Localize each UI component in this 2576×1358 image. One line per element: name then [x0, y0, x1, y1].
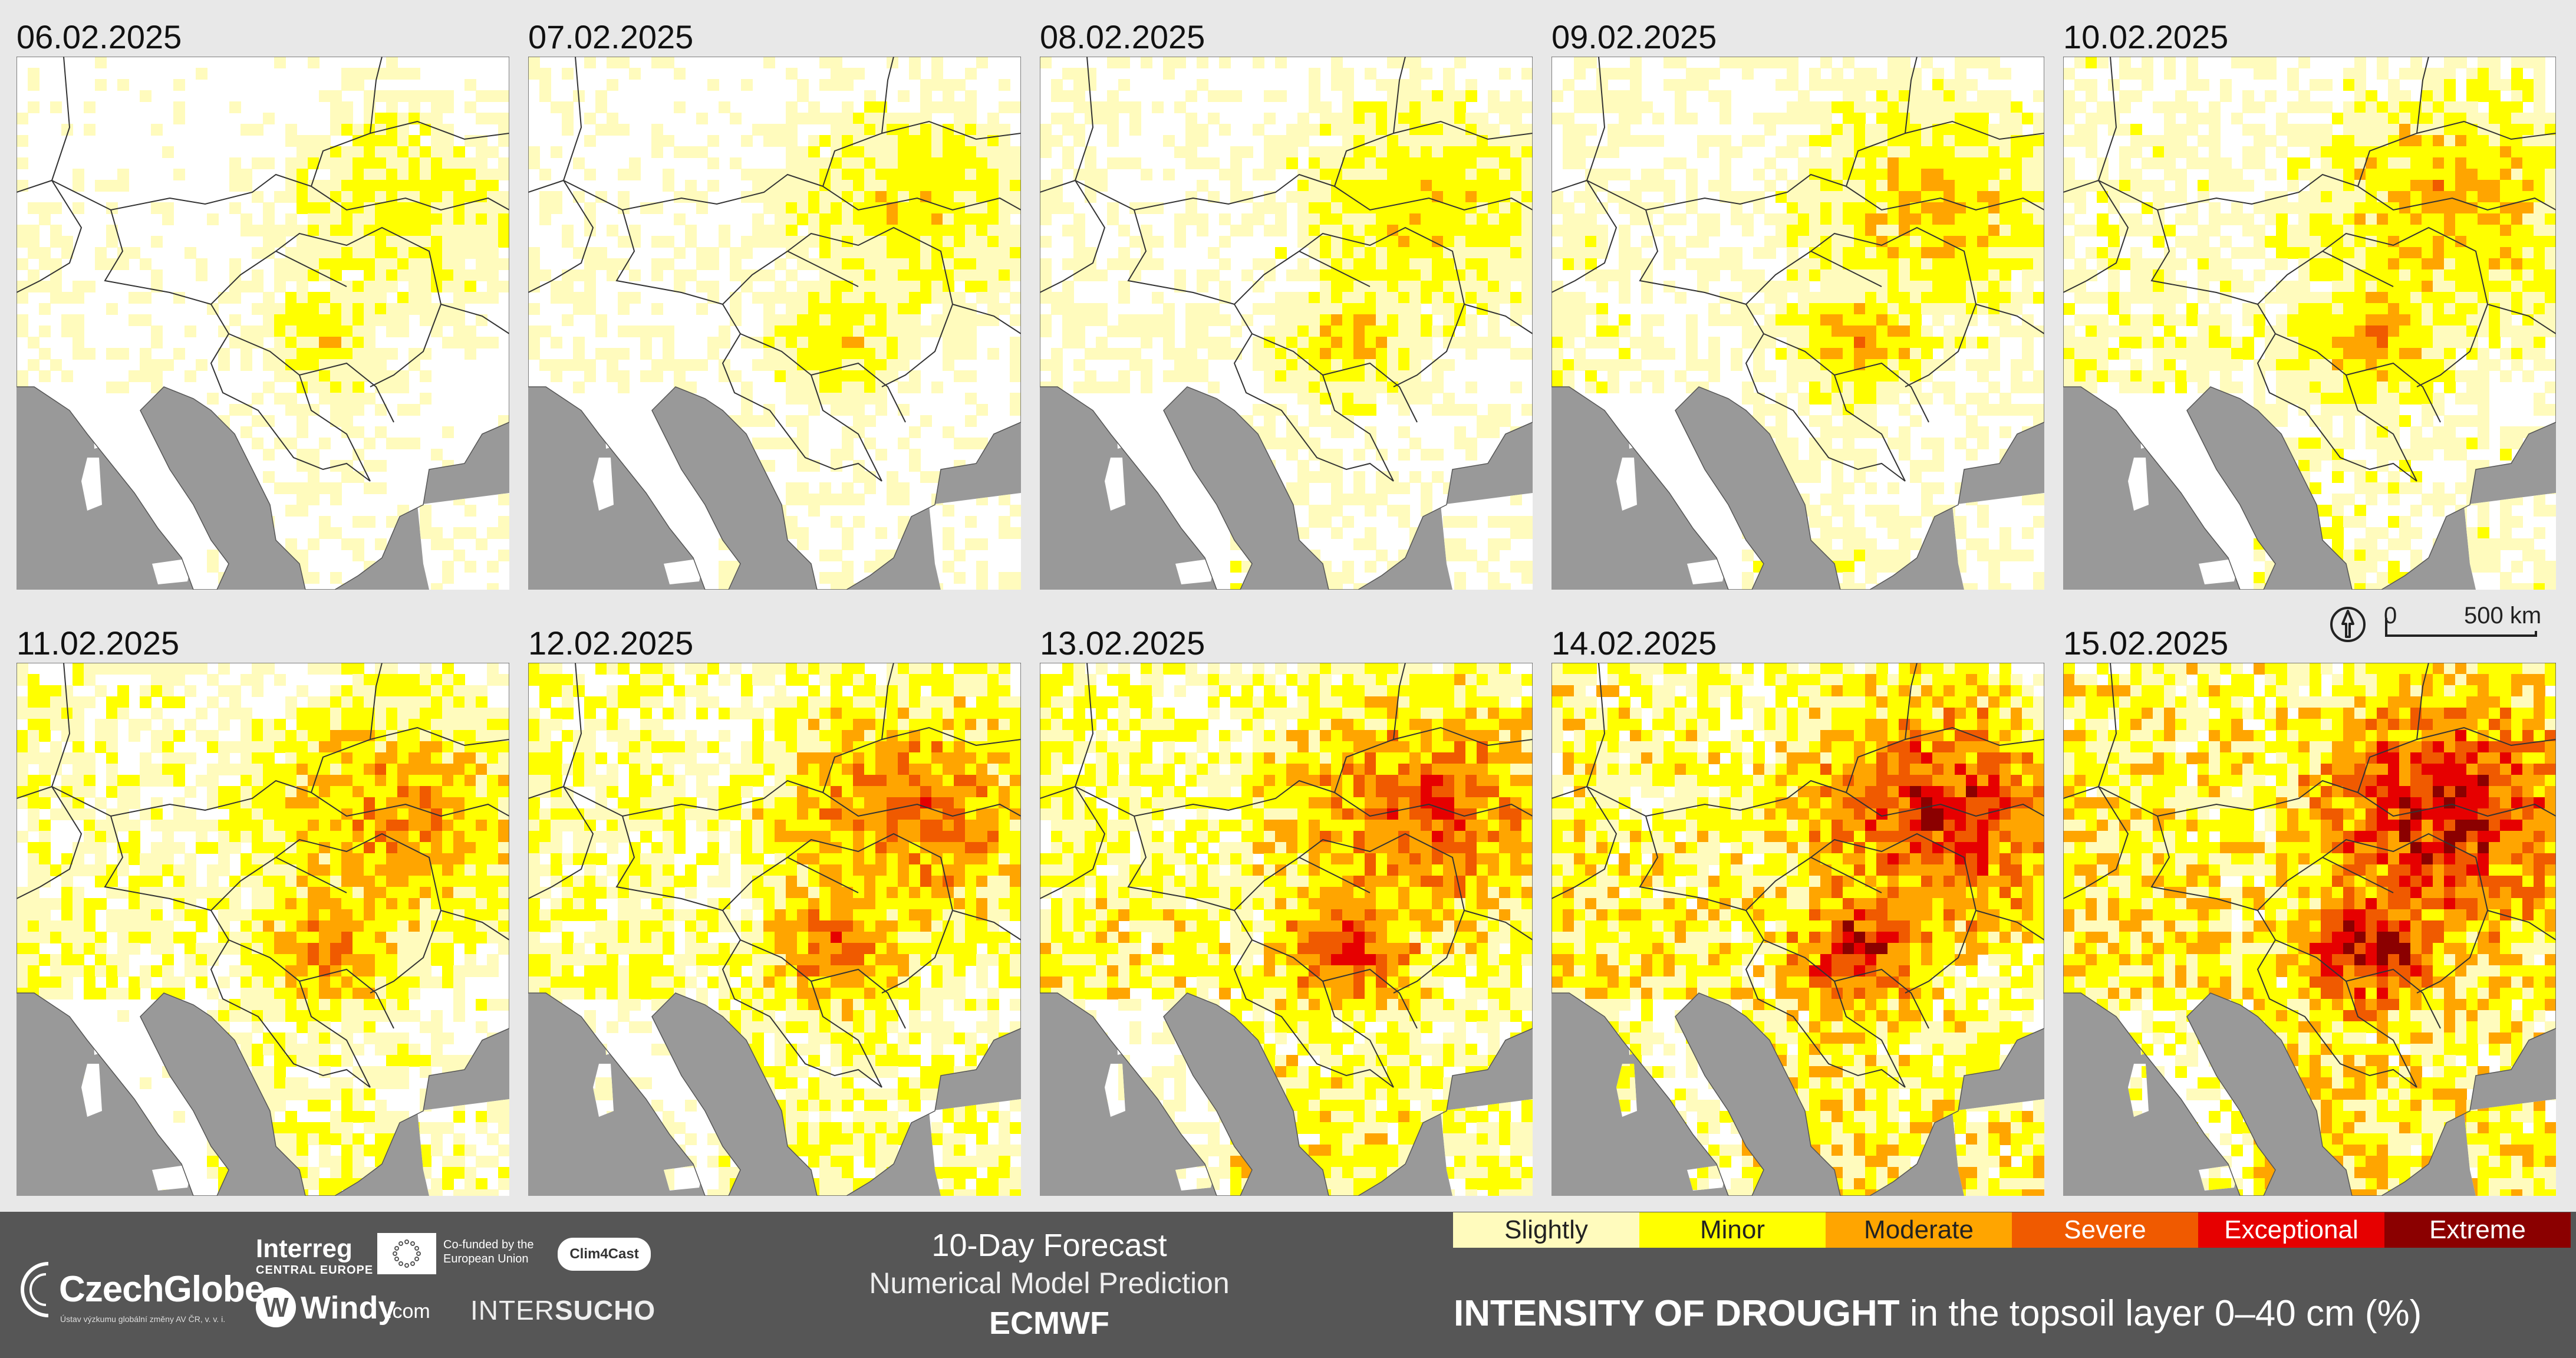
legend-label: Slightly: [1504, 1215, 1588, 1244]
legend-item-exceptional: Exceptional: [2198, 1212, 2384, 1248]
map-date: 10.02.2025: [2063, 18, 2229, 55]
country-borders: [17, 57, 509, 482]
eu-flag-icon: [377, 1233, 436, 1274]
map-panel-10: 10.02.2025: [2063, 18, 2556, 590]
drought-map: [1551, 57, 2044, 590]
country-borders: [1040, 57, 1533, 482]
legend-label: Severe: [2064, 1215, 2146, 1244]
czechglobe-name: CzechGlobe: [59, 1269, 265, 1310]
legend-item-moderate: Moderate: [1826, 1212, 2012, 1248]
scale-bar: [2385, 618, 2537, 637]
coastline: [528, 663, 1021, 1196]
czechglobe-ring-icon: [21, 1262, 49, 1317]
north-arrow-icon: [2330, 607, 2366, 642]
map-panel-11: 11.02.2025: [17, 624, 509, 1196]
map-date: 12.02.2025: [528, 624, 694, 662]
country-borders: [2063, 57, 2556, 482]
scale-length-label: 500 km: [2464, 603, 2542, 629]
coastline: [17, 57, 509, 590]
coastline: [1040, 57, 1533, 590]
coastline: [1551, 57, 2044, 590]
czechglobe-subtitle: Ústav výzkumu globální změny AV ČR, v. v…: [60, 1314, 226, 1324]
coastline: [528, 57, 1021, 590]
coastline: [1040, 663, 1533, 1196]
map-panel-13: 13.02.2025: [1040, 624, 1533, 1196]
legend-label: Exceptional: [2224, 1215, 2358, 1244]
drought-map: [528, 663, 1021, 1196]
drought-map: [17, 57, 509, 590]
map-date: 13.02.2025: [1040, 624, 1205, 662]
clim4cast-badge: Clim4Cast: [558, 1238, 651, 1271]
map-panel-07: 07.02.2025: [528, 18, 1021, 590]
eu-cofunded-text: Co-funded by the European Union: [443, 1238, 534, 1265]
map-date: 08.02.2025: [1040, 18, 1205, 55]
map-panel-12: 12.02.2025: [528, 624, 1021, 1196]
legend-item-extreme: Extreme: [2384, 1212, 2571, 1248]
coastline: [1551, 663, 2044, 1196]
drought-title-rest: in the topsoil layer 0–40 cm (%): [1899, 1293, 2422, 1334]
interreg-logo: Interreg CENTRAL EUROPE: [256, 1234, 373, 1277]
country-borders: [1551, 663, 2044, 1088]
intersucho-sucho: SUCHO: [555, 1295, 656, 1326]
windy-domain: .com: [387, 1300, 430, 1323]
intersucho-inter: INTER: [470, 1295, 555, 1326]
legend-label: Minor: [1699, 1215, 1765, 1244]
map-date: 14.02.2025: [1551, 624, 1717, 662]
coastline: [2063, 57, 2556, 590]
country-borders: [1551, 57, 2044, 482]
map-date: 07.02.2025: [528, 18, 694, 55]
drought-title: INTENSITY OF DROUGHT in the topsoil laye…: [1454, 1293, 2422, 1334]
legend-item-minor: Minor: [1639, 1212, 1826, 1248]
drought-map: [1551, 663, 2044, 1196]
drought-map: [1040, 663, 1533, 1196]
interreg-subtitle: CENTRAL EUROPE: [256, 1264, 374, 1277]
drought-map: [17, 663, 509, 1196]
map-date: 06.02.2025: [17, 18, 182, 55]
legend-item-slightly: Slightly: [1453, 1212, 1639, 1248]
land-area: [1040, 57, 1533, 590]
map-panel-06: 06.02.2025: [17, 18, 509, 590]
forecast-subtitle: Numerical Model Prediction: [869, 1267, 1230, 1300]
windy-logo-icon: W: [256, 1287, 296, 1327]
legend-label: Moderate: [1864, 1215, 1974, 1244]
intersucho-logo: INTERSUCHO: [470, 1294, 655, 1326]
legend-label: Extreme: [2429, 1215, 2526, 1244]
forecast-model: ECMWF: [989, 1306, 1109, 1341]
map-panel-08: 08.02.2025: [1040, 18, 1533, 590]
drought-map: [528, 57, 1021, 590]
forecast-title: 10-Day Forecast: [931, 1228, 1167, 1263]
country-borders: [17, 663, 509, 1088]
map-date: 15.02.2025: [2063, 624, 2229, 662]
land-area: [2063, 57, 2556, 590]
map-scale: 0 500 km: [2330, 603, 2565, 645]
country-borders: [2063, 663, 2556, 1088]
map-panel-15: 15.02.2025: [2063, 624, 2556, 1196]
drought-map: [1040, 57, 1533, 590]
interreg-name: Interreg: [256, 1234, 353, 1263]
country-borders: [1040, 663, 1533, 1088]
windy-name: Windy: [301, 1290, 396, 1326]
czechglobe-logo: CzechGlobe Ústav výzkumu globální změny …: [12, 1245, 265, 1345]
drought-title-main: INTENSITY OF DROUGHT: [1454, 1293, 1900, 1334]
map-date: 11.02.2025: [17, 624, 180, 662]
drought-map: [2063, 663, 2556, 1196]
country-borders: [528, 57, 1021, 482]
land-area: [528, 57, 1021, 590]
coastline: [2063, 663, 2556, 1196]
drought-legend: Slightly Minor Moderate Severe Exception…: [1453, 1212, 2571, 1248]
country-borders: [528, 663, 1021, 1088]
legend-item-severe: Severe: [2012, 1212, 2198, 1248]
map-panel-14: 14.02.2025: [1551, 624, 2044, 1196]
coastline: [17, 663, 509, 1196]
map-panel-09: 09.02.2025: [1551, 18, 2044, 590]
map-date: 09.02.2025: [1551, 18, 1717, 55]
drought-map: [2063, 57, 2556, 590]
